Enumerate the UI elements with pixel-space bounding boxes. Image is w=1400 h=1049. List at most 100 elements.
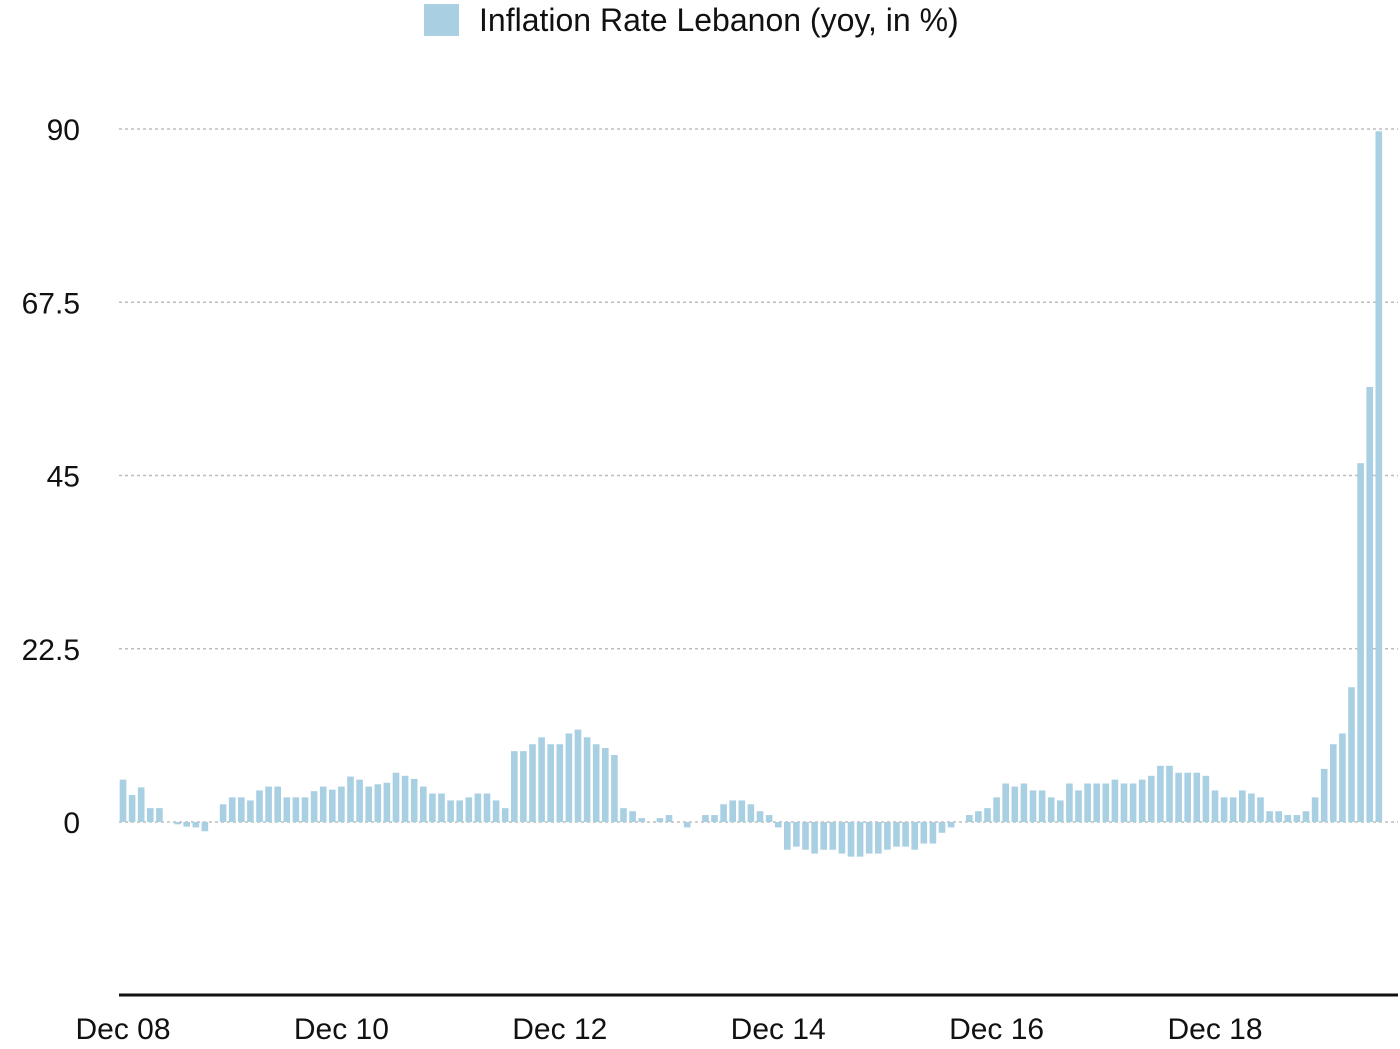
bar — [1220, 797, 1228, 822]
y-tick-label: 45 — [47, 461, 80, 494]
bar — [1330, 744, 1337, 822]
x-tick-label: Dec 10 — [294, 1013, 389, 1046]
legend-label: Inflation Rate Lebanon (yoy, in %) — [479, 2, 959, 38]
bar — [310, 791, 318, 822]
bar — [847, 822, 855, 857]
bar — [738, 800, 746, 822]
bar — [529, 744, 536, 822]
bar — [820, 822, 827, 850]
bar — [420, 786, 427, 822]
bar — [893, 822, 900, 847]
bar — [1239, 790, 1246, 822]
bar — [1047, 797, 1055, 822]
bar — [1357, 463, 1364, 822]
bar — [1302, 811, 1310, 822]
bar — [347, 776, 354, 822]
bar — [929, 822, 937, 844]
bar — [838, 822, 846, 854]
bar — [1038, 790, 1046, 822]
bar — [747, 804, 755, 822]
bar — [1138, 779, 1146, 822]
bar — [1029, 790, 1037, 822]
bar — [511, 751, 518, 822]
bar — [501, 808, 509, 822]
bar — [729, 800, 736, 822]
bar — [592, 744, 600, 822]
bar — [119, 779, 127, 822]
bar — [1229, 797, 1237, 822]
bar — [265, 786, 272, 822]
bar — [1193, 772, 1201, 822]
bar — [329, 789, 336, 822]
x-tick-label: Dec 08 — [75, 1013, 170, 1046]
bar — [1093, 783, 1100, 822]
bar — [875, 822, 882, 854]
bar — [1120, 783, 1128, 822]
bar — [1257, 797, 1264, 822]
bar — [192, 822, 200, 828]
bar — [474, 793, 482, 822]
bar — [219, 804, 227, 822]
bar — [356, 779, 363, 822]
bar — [1202, 775, 1210, 822]
bar — [401, 775, 409, 822]
bar — [1266, 811, 1273, 822]
bar — [247, 800, 254, 822]
y-tick-label: 67.5 — [22, 287, 80, 320]
bar — [774, 822, 782, 828]
bar — [183, 822, 190, 827]
x-tick-label: Dec 16 — [949, 1013, 1044, 1046]
bar — [711, 815, 718, 822]
bar — [884, 822, 891, 850]
bar — [156, 808, 163, 822]
bar — [520, 751, 527, 822]
bar — [683, 822, 691, 828]
bar — [1339, 733, 1346, 822]
bar — [793, 822, 800, 847]
bar — [238, 797, 245, 822]
bar — [319, 786, 327, 822]
y-tick-label: 0 — [63, 807, 80, 840]
legend: Inflation Rate Lebanon (yoy, in %) — [424, 2, 959, 38]
bar — [228, 797, 236, 822]
x-axis-tick-labels: Dec 08 Dec 10 Dec 12 Dec 14 Dec 16 Dec 18 — [75, 1013, 1262, 1046]
bar — [1020, 783, 1028, 822]
bar — [465, 797, 473, 822]
bar — [128, 795, 136, 822]
bar — [483, 793, 491, 822]
bar — [556, 744, 564, 822]
bar — [920, 822, 928, 844]
bar — [201, 822, 209, 832]
bar — [492, 800, 500, 822]
bar — [656, 818, 664, 822]
bar — [429, 793, 436, 822]
bar — [438, 793, 445, 822]
bar — [137, 787, 145, 822]
bar — [1084, 783, 1091, 822]
bar — [1320, 768, 1328, 822]
bar — [392, 772, 400, 822]
bar — [1348, 687, 1355, 822]
bar — [538, 737, 545, 822]
bar — [410, 778, 418, 822]
bar — [1011, 786, 1019, 822]
y-tick-label: 22.5 — [22, 634, 80, 667]
bar — [1102, 783, 1110, 822]
bar — [1157, 765, 1164, 822]
bar — [1211, 790, 1219, 822]
bar — [301, 797, 309, 822]
bar — [565, 733, 573, 822]
bar — [993, 797, 1000, 822]
bar — [829, 822, 837, 850]
bar — [547, 744, 554, 822]
gridlines — [119, 128, 1398, 823]
bar — [611, 755, 618, 822]
bar — [811, 822, 818, 854]
bar — [665, 815, 673, 822]
bar — [365, 786, 372, 822]
bar — [283, 797, 291, 822]
bar — [174, 822, 181, 825]
bar — [338, 786, 345, 822]
bar — [638, 818, 645, 822]
